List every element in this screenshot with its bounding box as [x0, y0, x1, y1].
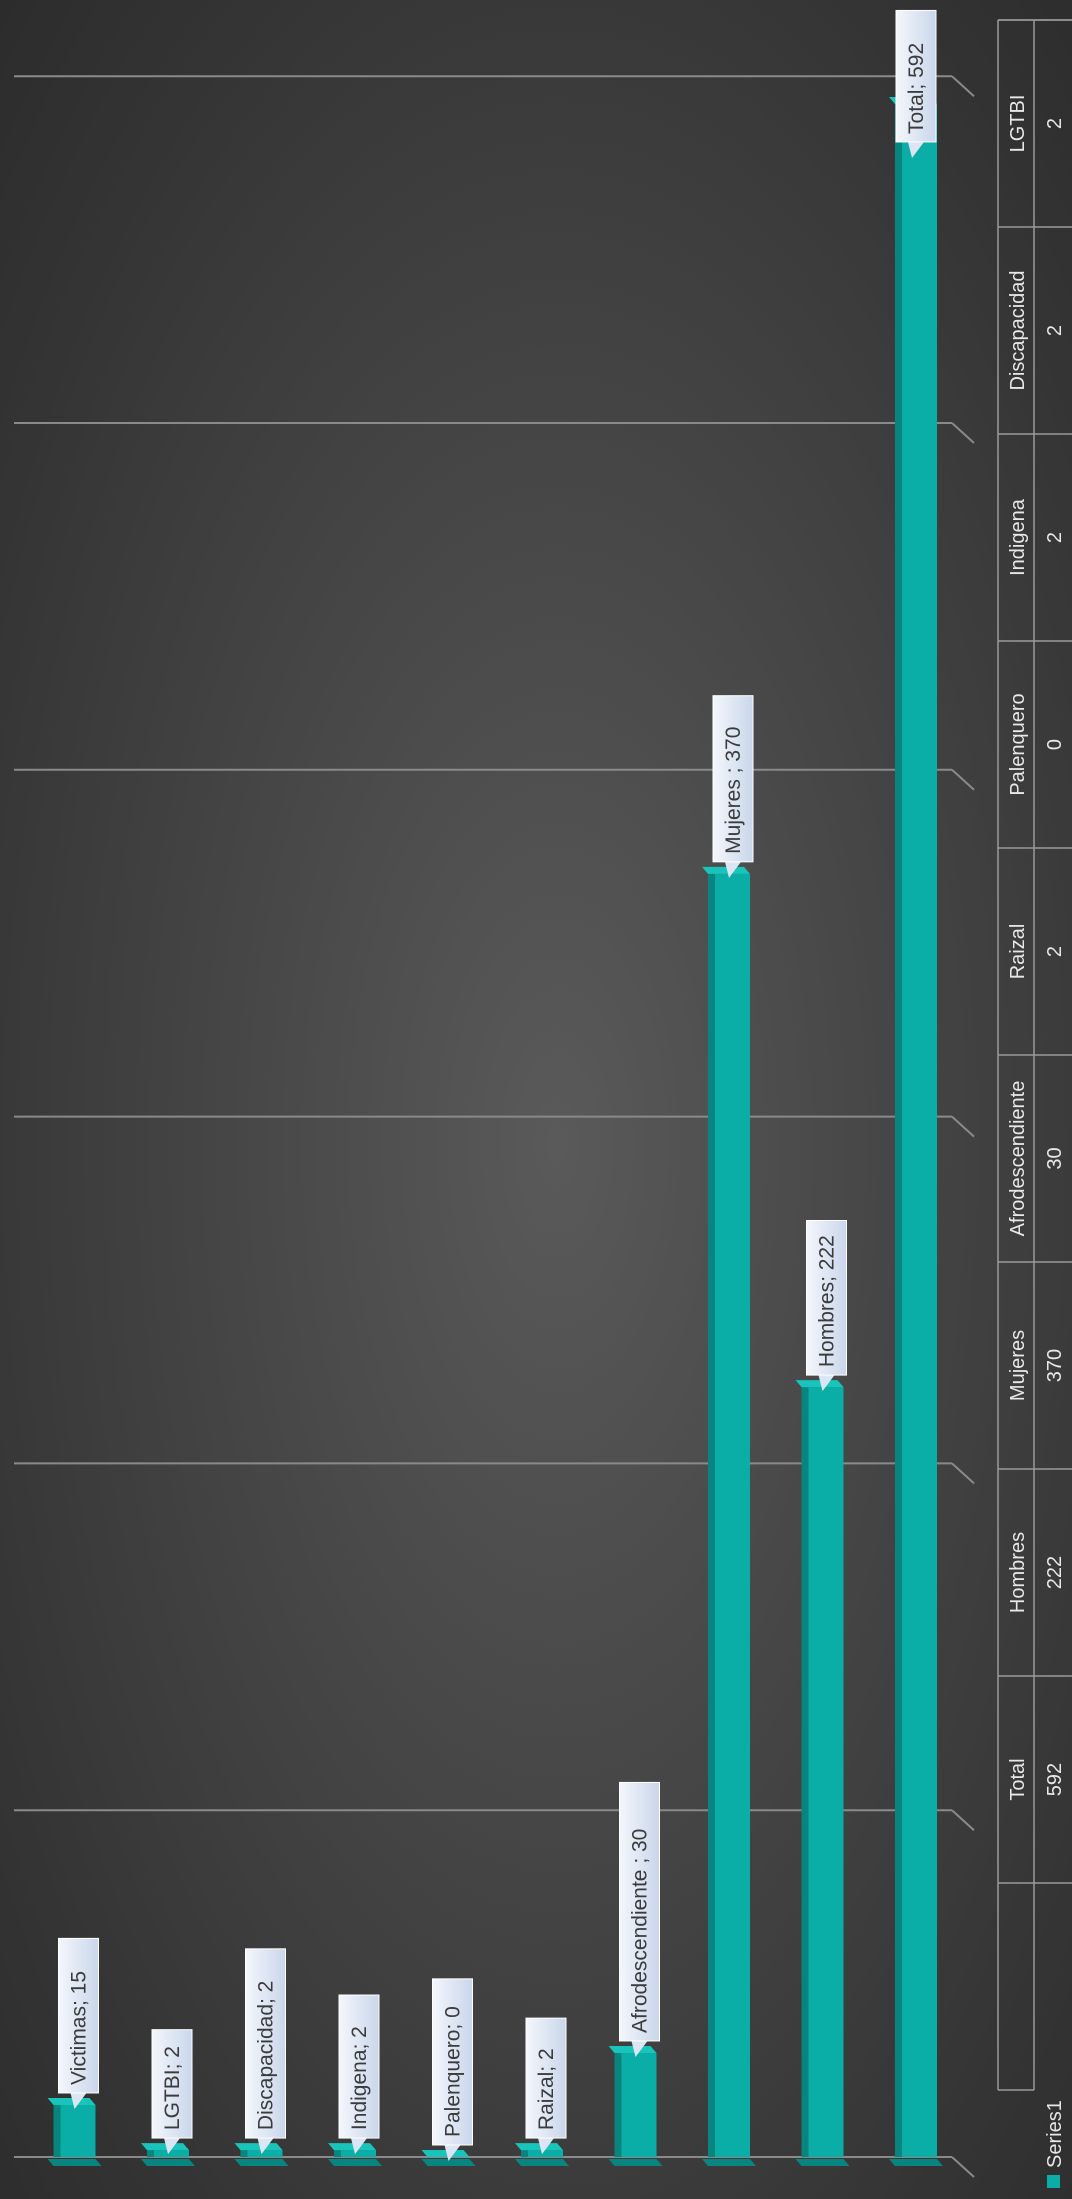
table-value-raizal: 2 [1044, 946, 1066, 957]
legend-series1: Series1 [1044, 2100, 1066, 2188]
data-label-text: Total; 592 [905, 43, 928, 134]
data-label-text: Indigena; 2 [348, 2026, 371, 2130]
gridline-depth [951, 769, 975, 791]
bar-palenquero [421, 2150, 476, 2166]
table-header-discapacidad: Discapacidad [1007, 270, 1029, 390]
gridline-depth [951, 1809, 975, 1831]
data-label-total: Total; 592 [895, 9, 937, 158]
table-value-discapacidad: 2 [1044, 325, 1066, 336]
data-label-victimas: Victimas; 15 [58, 1937, 99, 2109]
table-header-raizal: Raizal [1007, 924, 1029, 980]
data-label-text: Palenquero; 0 [442, 2006, 465, 2137]
bar-victimas [47, 2097, 102, 2166]
data-label-afrodescendiente: Afrodescendiente ; 30 [619, 1781, 660, 2057]
data-label-text: Mujeres ; 370 [722, 727, 745, 854]
table-value-palenquero: 0 [1044, 739, 1066, 750]
data-label-lgtbi: LGTBI; 2 [151, 2029, 193, 2155]
table-header-hombres: Hombres [1007, 1532, 1029, 1613]
data-labels: Total; 592 Hombres; 222 Mujeres ; 370 Afrod… [58, 9, 937, 2161]
table-header-indigena: Indigena [1007, 498, 1029, 576]
data-label-palenquero: Palenquero; 0 [432, 1978, 473, 2161]
data-label-discapacidad: Discapacidad; 2 [245, 1948, 286, 2155]
data-label-text: Hombres; 222 [816, 1235, 839, 1367]
gridline-depth [951, 1462, 975, 1485]
bar-total [889, 96, 943, 2166]
data-label-indigena: Indigena; 2 [338, 1994, 380, 2155]
data-label-text: Raizal; 2 [535, 2048, 558, 2130]
table-header-lgtbi: LGTBI [1007, 95, 1029, 153]
table-value-indigena: 2 [1044, 532, 1066, 543]
data-label-mujeres: Mujeres ; 370 [712, 695, 754, 878]
data-label-raizal: Raizal; 2 [525, 2017, 567, 2155]
table-header-afrodescendiente: Afrodescendiente [1007, 1081, 1029, 1237]
data-table-grid [997, 19, 1072, 2091]
table-value-total: 592 [1044, 1763, 1066, 1796]
bar-mujeres [702, 866, 756, 2166]
bar-hombres [795, 1380, 850, 2166]
bars [47, 96, 943, 2166]
gridline-depth [951, 2156, 975, 2178]
data-label-text: Afrodescendiente ; 30 [629, 1829, 652, 2033]
gridlines [14, 75, 975, 2178]
table-header-palenquero: Palenquero [1007, 693, 1029, 795]
table-header-total: Total [1007, 1758, 1029, 1800]
bar-afrodescendiente [608, 2045, 663, 2166]
table-value-hombres: 222 [1044, 1556, 1066, 1589]
legend-label: Series1 [1044, 2100, 1066, 2168]
table-value-afrodescendiente: 30 [1044, 1147, 1066, 1169]
data-label-text: Victimas; 15 [68, 1971, 91, 2085]
table-value-mujeres: 370 [1044, 1349, 1066, 1382]
data-label-hombres: Hombres; 222 [806, 1220, 847, 1392]
table-value-lgtbi: 2 [1044, 118, 1066, 129]
table-header-mujeres: Mujeres [1007, 1330, 1029, 1401]
gridline-depth [951, 422, 975, 444]
data-label-text: LGTBI; 2 [161, 2046, 184, 2130]
gridline-depth [951, 1115, 975, 1138]
data-label-text: Discapacidad; 2 [255, 1981, 278, 2130]
gridline-depth [951, 75, 975, 97]
